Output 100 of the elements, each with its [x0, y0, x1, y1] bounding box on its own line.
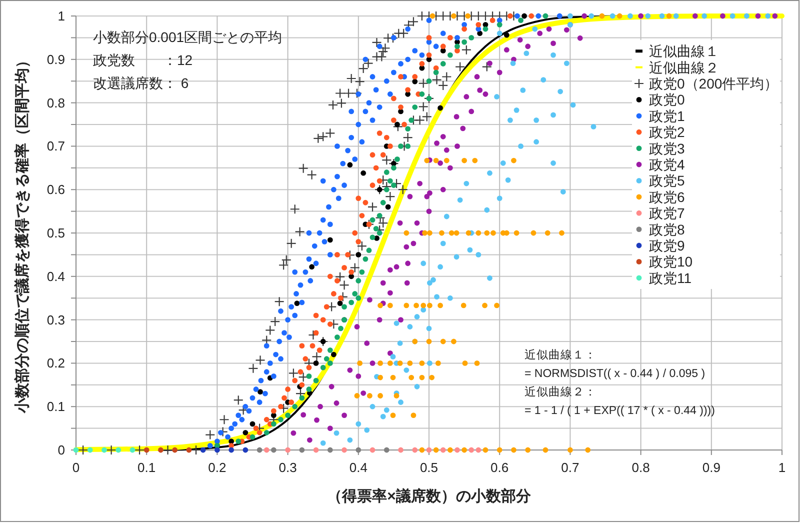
point	[542, 13, 548, 19]
annotation: 政党数 ：12	[93, 52, 193, 68]
point	[338, 326, 344, 332]
point	[380, 200, 386, 206]
point	[370, 234, 376, 240]
annotation: = NORMSDIST(( x - 0.44 ) / 0.095 )	[524, 368, 706, 380]
point	[327, 347, 333, 353]
legend-label: 政党8	[649, 221, 685, 238]
x-tick-label: 0	[72, 460, 80, 475]
point	[320, 364, 326, 370]
point	[292, 404, 298, 410]
point	[398, 144, 404, 149]
point	[376, 186, 382, 192]
point	[278, 416, 284, 422]
point	[412, 104, 418, 110]
point	[250, 434, 256, 440]
point	[242, 447, 248, 453]
point	[398, 108, 404, 114]
point	[73, 447, 79, 453]
point	[408, 117, 414, 123]
point	[454, 447, 460, 453]
point	[405, 126, 411, 132]
point	[468, 447, 474, 453]
point	[299, 395, 305, 401]
point	[320, 338, 326, 344]
point	[394, 122, 400, 128]
point	[391, 165, 396, 171]
y-tick-label: 0.7	[46, 138, 65, 154]
point	[87, 447, 93, 453]
point	[433, 70, 439, 76]
point	[356, 295, 362, 301]
point	[186, 447, 192, 453]
point	[334, 334, 340, 340]
point	[144, 447, 150, 453]
point	[306, 374, 312, 379]
y-tick-label: 1	[58, 8, 65, 24]
point	[285, 447, 290, 453]
point	[384, 186, 390, 192]
point	[359, 269, 365, 275]
legend-label: 政党1	[649, 108, 685, 124]
point	[264, 430, 270, 436]
point	[384, 447, 390, 453]
point	[313, 447, 319, 453]
point	[348, 300, 354, 306]
point	[385, 204, 391, 210]
point	[412, 447, 418, 453]
x-tick-label: 0.4	[349, 460, 368, 475]
point	[270, 447, 276, 453]
point	[387, 178, 393, 184]
point	[440, 61, 446, 66]
point	[370, 217, 376, 223]
point	[376, 212, 382, 218]
point	[504, 32, 510, 38]
y-tick-label: 0.3	[46, 312, 65, 328]
legend-label: 政党9	[649, 238, 685, 254]
x-tick-label: 1	[778, 460, 786, 475]
point	[518, 18, 524, 24]
y-tick-label: 0.4	[46, 268, 65, 284]
point	[426, 78, 432, 84]
y-axis-title: 小数部分の順位で議席を獲得できる確率（区間平均）	[12, 53, 30, 414]
legend-label: 政党4	[649, 156, 685, 172]
point	[477, 30, 483, 36]
point	[447, 52, 453, 58]
point	[384, 170, 390, 175]
point	[366, 248, 372, 254]
point	[394, 156, 400, 162]
y-tick-label: 0.5	[46, 226, 65, 240]
legend-label: 政党11	[649, 270, 692, 286]
x-tick-label: 0.5	[420, 460, 438, 475]
annotation: = 1 - 1 / ( 1 + EXP(( 17 * ( x - 0.44 ))))	[524, 405, 716, 417]
point	[376, 230, 382, 236]
point	[482, 26, 488, 32]
annotation: 近似曲線２：	[524, 386, 596, 398]
x-tick-label: 0.7	[561, 460, 580, 475]
y-tick-label: 0.6	[46, 182, 65, 198]
point	[370, 447, 376, 453]
point	[374, 236, 380, 241]
point	[398, 447, 404, 453]
y-tick-label: 0	[58, 442, 65, 458]
legend-label: 政党5	[649, 172, 685, 189]
point	[102, 447, 107, 453]
legend-label: 政党0	[649, 92, 685, 108]
x-tick-label: 0.8	[632, 460, 650, 475]
point	[468, 35, 474, 40]
point	[299, 447, 305, 453]
point	[454, 44, 460, 50]
point	[356, 447, 362, 453]
point	[476, 447, 482, 453]
point	[412, 78, 418, 84]
legend-label: 政党7	[649, 205, 685, 222]
x-tick-label: 0.3	[278, 460, 297, 475]
point	[324, 356, 330, 362]
point	[116, 447, 122, 453]
point	[327, 237, 333, 243]
point	[256, 447, 262, 453]
legend-label: 政党6	[649, 188, 685, 205]
point	[462, 39, 467, 45]
legend-label: 政党0（200件平均）	[649, 76, 778, 92]
x-tick-label: 0.6	[490, 460, 509, 475]
point	[337, 300, 343, 306]
